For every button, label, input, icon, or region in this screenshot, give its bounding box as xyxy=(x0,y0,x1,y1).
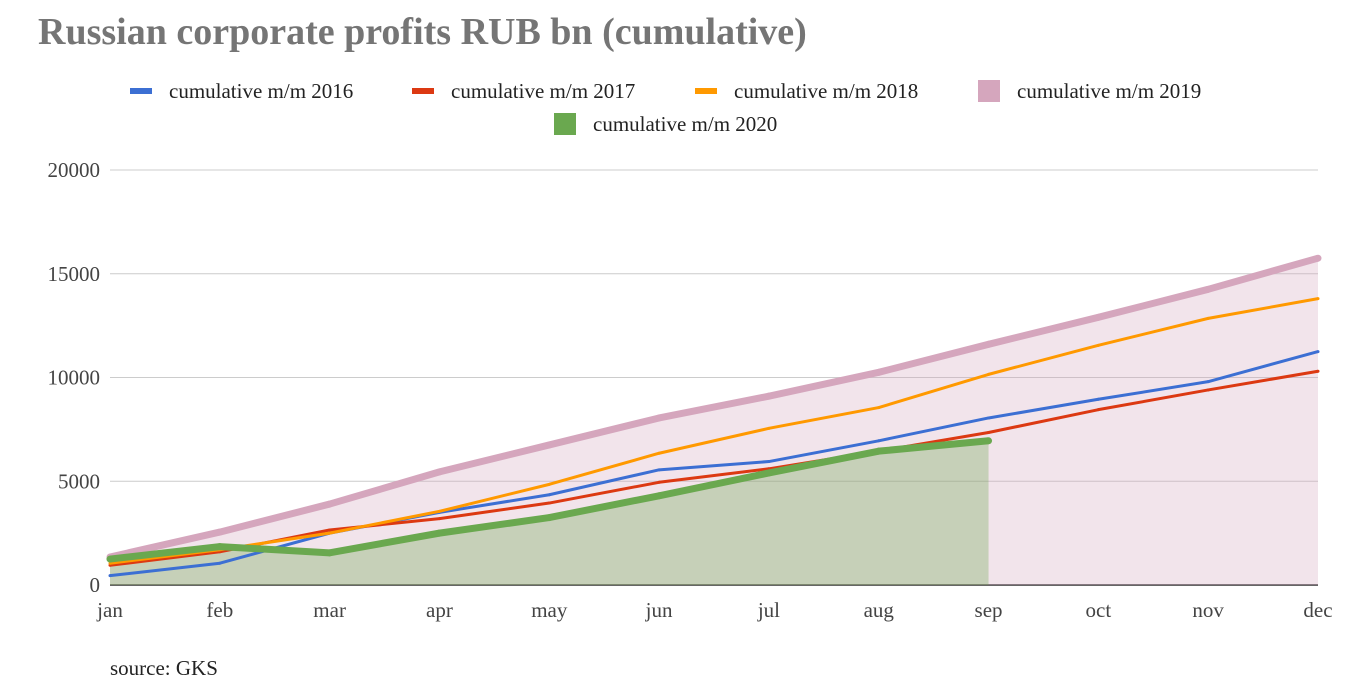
y-tick-label-20000: 20000 xyxy=(48,158,101,182)
data-point-cumulative-m-m-2019-mar xyxy=(326,500,334,508)
data-point-cumulative-m-m-2017-oct xyxy=(1096,408,1100,412)
data-point-cumulative-m-m-2019-dec xyxy=(1314,254,1322,262)
x-tick-label-jul: jul xyxy=(757,598,780,622)
data-point-cumulative-m-m-2020-mar xyxy=(326,549,334,557)
data-point-cumulative-m-m-2016-jul xyxy=(767,460,771,464)
data-point-cumulative-m-m-2018-sep xyxy=(987,372,991,376)
x-tick-label-jun: jun xyxy=(645,598,673,622)
data-point-cumulative-m-m-2019-jul xyxy=(765,392,773,400)
chart-title: Russian corporate profits RUB bn (cumula… xyxy=(38,11,807,53)
source-note: source: GKS xyxy=(110,656,218,680)
data-point-cumulative-m-m-2020-jun xyxy=(655,492,663,500)
data-point-cumulative-m-m-2018-jun xyxy=(657,451,661,455)
legend: cumulative m/m 2016 cumulative m/m 2017 cu… xyxy=(130,79,1201,136)
legend-label-cumulative-m-m-2020: cumulative m/m 2020 xyxy=(593,112,777,136)
data-point-cumulative-m-m-2017-sep xyxy=(987,430,991,434)
data-point-cumulative-m-m-2016-nov xyxy=(1206,380,1210,384)
data-point-cumulative-m-m-2016-aug xyxy=(877,439,881,443)
data-point-cumulative-m-m-2018-jul xyxy=(767,426,771,430)
x-tick-label-oct: oct xyxy=(1086,598,1112,622)
data-point-cumulative-m-m-2020-jul xyxy=(765,469,773,477)
data-point-cumulative-m-m-2019-oct xyxy=(1094,313,1102,321)
data-point-cumulative-m-m-2019-aug xyxy=(875,368,883,376)
data-point-cumulative-m-m-2017-may xyxy=(547,501,551,505)
data-point-cumulative-m-m-2018-mar xyxy=(328,531,332,535)
data-point-cumulative-m-m-2018-apr xyxy=(437,509,441,513)
data-point-cumulative-m-m-2018-nov xyxy=(1206,316,1210,320)
y-tick-label-15000: 15000 xyxy=(48,262,101,286)
x-tick-label-may: may xyxy=(531,598,568,622)
data-point-cumulative-m-m-2016-jun xyxy=(657,468,661,472)
data-point-cumulative-m-m-2018-aug xyxy=(877,406,881,410)
data-point-cumulative-m-m-2018-oct xyxy=(1096,343,1100,347)
legend-swatch-cumulative-m-m-2018 xyxy=(695,88,717,94)
x-tick-label-jan: jan xyxy=(96,598,123,622)
legend-swatch-cumulative-m-m-2019 xyxy=(978,80,1000,102)
series-line-cumulative-m-m-2017 xyxy=(109,369,1319,567)
legend-swatch-cumulative-m-m-2020 xyxy=(554,113,576,135)
data-point-cumulative-m-m-2020-aug xyxy=(875,447,883,455)
data-point-cumulative-m-m-2017-nov xyxy=(1206,388,1210,392)
data-point-cumulative-m-m-2018-dec xyxy=(1316,297,1320,301)
x-tick-label-apr: apr xyxy=(426,598,453,622)
data-point-cumulative-m-m-2019-sep xyxy=(985,340,993,348)
data-point-cumulative-m-m-2016-oct xyxy=(1096,397,1100,401)
y-tick-label-5000: 5000 xyxy=(58,469,100,493)
data-point-cumulative-m-m-2019-may xyxy=(545,441,553,449)
x-tick-label-mar: mar xyxy=(313,598,346,622)
series-line-cumulative-m-m-2018 xyxy=(109,297,1319,565)
data-point-cumulative-m-m-2019-jun xyxy=(655,414,663,422)
x-tick-label-sep: sep xyxy=(975,598,1003,622)
data-point-cumulative-m-m-2016-dec xyxy=(1316,350,1320,354)
legend-swatch-cumulative-m-m-2016 xyxy=(130,88,152,94)
data-point-cumulative-m-m-2016-sep xyxy=(987,416,991,420)
data-point-cumulative-m-m-2016-may xyxy=(547,493,551,497)
data-point-cumulative-m-m-2017-dec xyxy=(1316,369,1320,373)
x-tick-label-nov: nov xyxy=(1192,598,1224,622)
axis-labels: 0 5000 10000 15000 20000 jan feb mar apr may jun ju… xyxy=(48,158,1333,622)
data-point-cumulative-m-m-2018-may xyxy=(547,482,551,486)
data-point-cumulative-m-m-2017-mar xyxy=(328,528,332,532)
line-layers xyxy=(106,254,1322,578)
data-point-cumulative-m-m-2020-jan xyxy=(106,555,114,563)
data-point-cumulative-m-m-2020-may xyxy=(545,514,553,522)
series-line-cumulative-m-m-2016 xyxy=(109,350,1319,578)
series-line-cumulative-m-m-2019 xyxy=(109,254,1319,561)
data-point-cumulative-m-m-2017-jun xyxy=(657,480,661,484)
data-point-cumulative-m-m-2017-apr xyxy=(437,517,441,521)
data-point-cumulative-m-m-2019-apr xyxy=(435,468,443,476)
legend-label-cumulative-m-m-2017: cumulative m/m 2017 xyxy=(451,79,635,103)
x-tick-label-feb: feb xyxy=(206,598,233,622)
area-fill-cumulative-m-m-2020 xyxy=(110,440,989,585)
x-tick-label-dec: dec xyxy=(1303,598,1332,622)
legend-swatch-cumulative-m-m-2017 xyxy=(412,88,434,94)
y-tick-label-10000: 10000 xyxy=(48,366,101,390)
data-point-cumulative-m-m-2020-feb xyxy=(216,543,224,551)
x-tick-label-aug: aug xyxy=(864,598,895,622)
data-point-cumulative-m-m-2019-feb xyxy=(216,528,224,536)
legend-label-cumulative-m-m-2018: cumulative m/m 2018 xyxy=(734,79,918,103)
data-point-cumulative-m-m-2016-jan xyxy=(108,574,112,578)
data-point-cumulative-m-m-2020-sep xyxy=(985,437,993,445)
legend-label-cumulative-m-m-2019: cumulative m/m 2019 xyxy=(1017,79,1201,103)
y-tick-label-0: 0 xyxy=(90,573,101,597)
data-point-cumulative-m-m-2020-apr xyxy=(435,529,443,537)
data-point-cumulative-m-m-2019-nov xyxy=(1204,285,1212,293)
data-point-cumulative-m-m-2016-feb xyxy=(218,561,222,565)
legend-label-cumulative-m-m-2016: cumulative m/m 2016 xyxy=(169,79,353,103)
